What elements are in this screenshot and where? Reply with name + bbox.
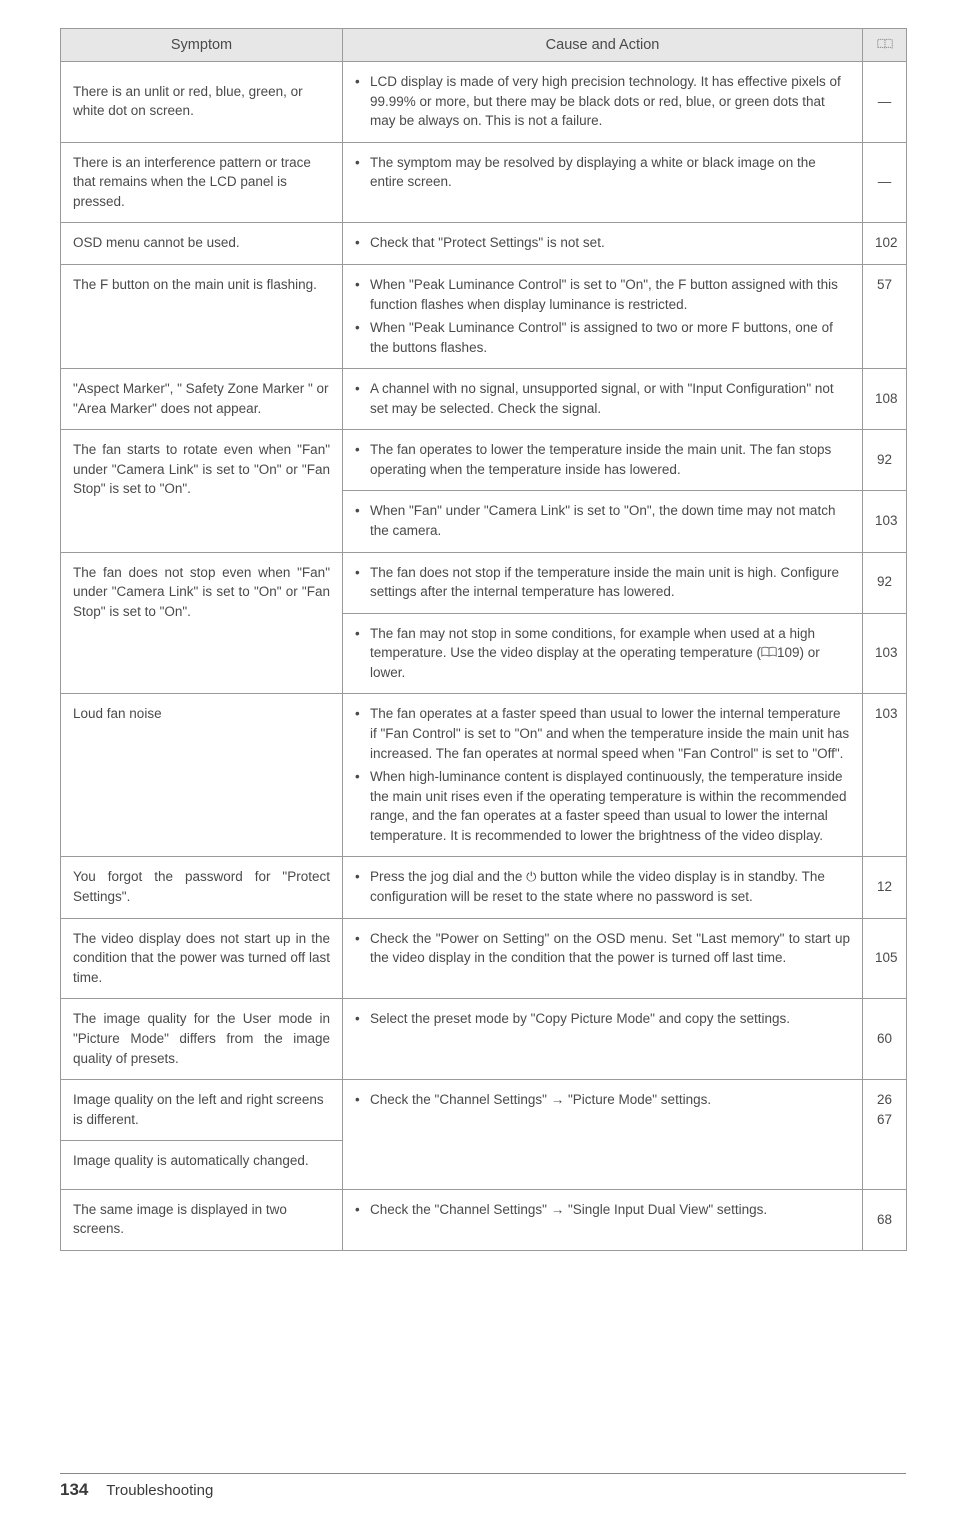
cause-cell: Press the jog dial and the ⏻ button whil… [343,857,863,918]
cause-item: When "Peak Luminance Control" is set to … [355,275,850,314]
footer-rule [60,1473,906,1474]
cause-item: The fan operates at a faster speed than … [355,704,850,763]
symptom-cell: The same image is displayed in two scree… [61,1189,343,1250]
table-row: There is an unlit or red, blue, green, o… [61,62,907,143]
symptom-cell: The video display does not start up in t… [61,918,343,999]
symptom-cell: The fan starts to rotate even when "Fan"… [61,430,343,552]
cause-cell: Check the "Channel Settings" → "Single I… [343,1189,863,1250]
cause-item: Select the preset mode by "Copy Picture … [355,1009,850,1029]
ref-cell: 60 [863,999,907,1080]
cause-cell: A channel with no signal, unsupported si… [343,369,863,430]
ref-cell: 105 [863,918,907,999]
symptom-cell: The image quality for the User mode in "… [61,999,343,1080]
col-header-cause: Cause and Action [343,29,863,62]
cause-item: Check that "Protect Settings" is not set… [355,233,850,253]
table-row: The F button on the main unit is flashin… [61,264,907,368]
cause-item: The fan may not stop in some conditions,… [355,624,850,683]
cause-cell: The fan operates to lower the temperatur… [343,430,863,491]
cause-cell: LCD display is made of very high precisi… [343,62,863,143]
table-row: Loud fan noise The fan operates at a fas… [61,694,907,857]
book-icon [877,38,893,50]
table-row: OSD menu cannot be used. Check that "Pro… [61,223,907,265]
cause-item: Check the "Channel Settings" → "Single I… [355,1200,850,1220]
cause-cell: The fan does not stop if the temperature… [343,552,863,613]
ref-cell: 102 [863,223,907,265]
section-title: Troubleshooting [106,1482,213,1499]
table-row: There is an interference pattern or trac… [61,142,907,223]
page-footer: 134 Troubleshooting [60,1473,906,1500]
table-row: The image quality for the User mode in "… [61,999,907,1080]
ref-cell: 103 [863,694,907,857]
book-ref-number: 109 [777,645,800,660]
cause-cell: The fan operates at a faster speed than … [343,694,863,857]
table-row: You forgot the password for "Protect Set… [61,857,907,918]
table-row: "Aspect Marker", " Safety Zone Marker " … [61,369,907,430]
table-row: The fan does not stop even when "Fan" un… [61,552,907,613]
cause-item: The fan does not stop if the temperature… [355,563,850,602]
cause-cell: Check the "Power on Setting" on the OSD … [343,918,863,999]
ref-cell: 103 [863,491,907,552]
power-icon: ⏻ [526,869,536,884]
table-row: The fan starts to rotate even when "Fan"… [61,430,907,491]
ref-cell: 92 [863,430,907,491]
symptom-cell: The F button on the main unit is flashin… [61,264,343,368]
cause-text-prefix: Press the jog dial and the [370,869,526,884]
ref-cell: — [863,62,907,143]
cause-text-prefix: The fan may not stop in some conditions,… [370,626,815,661]
cause-item: LCD display is made of very high precisi… [355,72,850,131]
table-row: The same image is displayed in two scree… [61,1189,907,1250]
cause-item: The fan operates to lower the temperatur… [355,440,850,479]
cause-cell: The symptom may be resolved by displayin… [343,142,863,223]
cause-cell: When "Peak Luminance Control" is set to … [343,264,863,368]
ref-cell: 26 67 [863,1080,907,1190]
cause-item: Press the jog dial and the ⏻ button whil… [355,867,850,906]
cause-item: Check the "Channel Settings" → "Picture … [355,1090,850,1110]
ref-cell: 68 [863,1189,907,1250]
cause-cell: Select the preset mode by "Copy Picture … [343,999,863,1080]
ref-cell: 57 [863,264,907,368]
cause-cell: When "Fan" under "Camera Link" is set to… [343,491,863,552]
ref-cell: — [863,142,907,223]
book-icon [761,644,777,656]
cause-item: A channel with no signal, unsupported si… [355,379,850,418]
symptom-cell: The fan does not stop even when "Fan" un… [61,552,343,694]
col-header-symptom: Symptom [61,29,343,62]
symptom-cell: OSD menu cannot be used. [61,223,343,265]
symptom-cell: Image quality is automatically changed. [61,1141,343,1190]
ref-cell: 92 [863,552,907,613]
cause-item: When "Peak Luminance Control" is assigne… [355,318,850,357]
page-number: 134 [60,1480,88,1499]
symptom-cell: Loud fan noise [61,694,343,857]
cause-item: Check the "Power on Setting" on the OSD … [355,929,850,968]
ref-cell: 108 [863,369,907,430]
symptom-cell: There is an unlit or red, blue, green, o… [61,62,343,143]
symptom-cell: Image quality on the left and right scre… [61,1080,343,1141]
cause-item: When "Fan" under "Camera Link" is set to… [355,501,850,540]
symptom-cell: There is an interference pattern or trac… [61,142,343,223]
page-root: Symptom Cause and Action There is an unl… [0,0,954,1530]
symptom-cell: "Aspect Marker", " Safety Zone Marker " … [61,369,343,430]
ref-cell: 103 [863,613,907,694]
cause-cell: Check the "Channel Settings" → "Picture … [343,1080,863,1190]
cause-cell: The fan may not stop in some conditions,… [343,613,863,694]
table-row: The video display does not start up in t… [61,918,907,999]
cause-item: When high-luminance content is displayed… [355,767,850,845]
cause-cell: Check that "Protect Settings" is not set… [343,223,863,265]
col-header-ref [863,29,907,62]
troubleshooting-table: Symptom Cause and Action There is an unl… [60,28,907,1251]
table-header-row: Symptom Cause and Action [61,29,907,62]
cause-item: The symptom may be resolved by displayin… [355,153,850,192]
table-row: Image quality on the left and right scre… [61,1080,907,1141]
symptom-cell: You forgot the password for "Protect Set… [61,857,343,918]
ref-cell: 12 [863,857,907,918]
